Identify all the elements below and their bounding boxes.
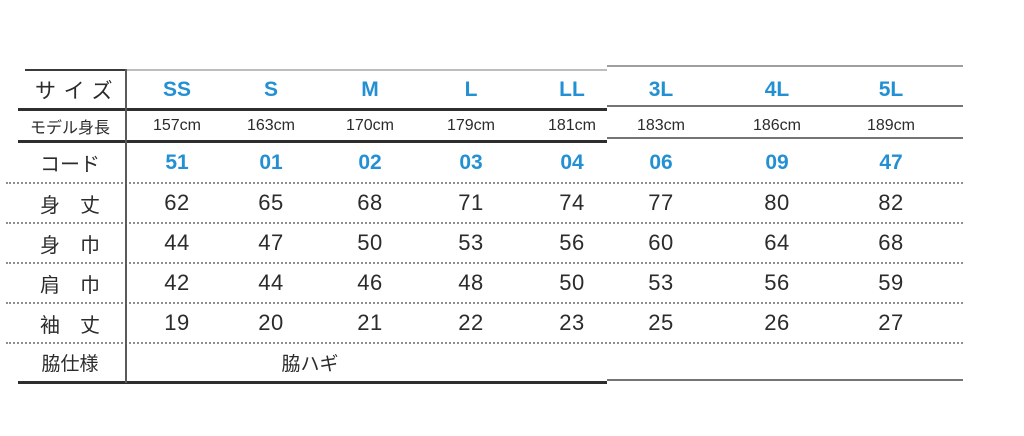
model-height-rule-main	[18, 140, 607, 143]
body-width-label: 身 巾	[40, 234, 100, 257]
table-border-top-label	[25, 69, 126, 71]
sleeve-length-value: 26	[764, 310, 790, 335]
body-length-value: 82	[878, 190, 904, 215]
table-border-top-extended	[607, 65, 963, 67]
size-header-s: S	[263, 78, 278, 101]
body-length-value: 62	[164, 190, 190, 215]
row-size-header: サイズ SS S M L LL 3L 4L 5L	[0, 70, 1024, 110]
dotted-separator	[6, 302, 963, 304]
dotted-separator	[6, 342, 963, 344]
shoulder-width-value: 59	[878, 270, 904, 295]
code-value: 47	[879, 150, 903, 174]
size-header-4l: 4L	[764, 78, 790, 101]
model-height-rule-extended	[607, 137, 963, 139]
dotted-separator	[6, 182, 963, 184]
shoulder-width-value: 44	[258, 270, 284, 295]
body-width-value: 47	[258, 230, 284, 255]
body-width-value: 60	[648, 230, 674, 255]
sleeve-length-value: 25	[648, 310, 674, 335]
row-shoulder-width: 肩 巾 42 44 46 48 50 53 56 59	[0, 263, 1024, 303]
body-width-value: 64	[764, 230, 790, 255]
shoulder-width-value: 42	[164, 270, 190, 295]
sleeve-length-value: 27	[878, 310, 904, 335]
code-value: 04	[560, 150, 584, 174]
model-height-label: モデル身長	[29, 120, 110, 137]
body-width-value: 44	[164, 230, 190, 255]
model-height-value: 183cm	[636, 117, 686, 134]
size-header-ss: SS	[162, 78, 191, 101]
row-side-spec: 脇仕様 脇ハギ	[0, 343, 1024, 382]
body-width-value: 56	[559, 230, 585, 255]
row-model-height: モデル身長 157cm 163cm 170cm 179cm 181cm 183c…	[0, 110, 1024, 142]
body-length-value: 74	[559, 190, 585, 215]
code-label: コード	[40, 154, 100, 176]
row-body-width: 身 巾 44 47 50 53 56 60 64 68	[0, 223, 1024, 263]
table-border-top-main	[126, 69, 607, 71]
sleeve-length-value: 19	[164, 310, 190, 335]
body-width-value: 53	[458, 230, 484, 255]
model-height-value: 179cm	[446, 117, 496, 134]
size-header-l: L	[464, 78, 478, 101]
size-header-ll: LL	[559, 78, 585, 101]
code-value: 03	[459, 150, 483, 174]
model-height-value: 163cm	[246, 117, 296, 134]
shoulder-width-label: 肩 巾	[40, 274, 100, 297]
header-rule-extended	[607, 105, 963, 107]
shoulder-width-value: 56	[764, 270, 790, 295]
sleeve-length-label: 袖 丈	[40, 314, 100, 337]
dotted-separator	[6, 262, 963, 264]
shoulder-width-value: 48	[458, 270, 484, 295]
body-length-value: 80	[764, 190, 790, 215]
body-length-value: 68	[357, 190, 383, 215]
row-code: コード 51 01 02 03 04 06 09 47	[0, 142, 1024, 183]
size-header-5l: 5L	[878, 78, 904, 101]
row-body-length: 身 丈 62 65 68 71 74 77 80 82	[0, 183, 1024, 223]
sleeve-length-value: 22	[458, 310, 484, 335]
body-length-value: 65	[258, 190, 284, 215]
table-border-bottom-main	[18, 381, 607, 384]
body-width-value: 50	[357, 230, 383, 255]
label-column-divider	[125, 69, 127, 383]
side-spec-label: 脇仕様	[41, 354, 99, 375]
sleeve-length-value: 23	[559, 310, 585, 335]
code-value: 01	[259, 150, 283, 174]
body-length-label: 身 丈	[40, 194, 100, 217]
body-width-value: 68	[878, 230, 904, 255]
size-row-label: サイズ	[35, 80, 121, 103]
header-rule-main	[18, 108, 607, 111]
code-value: 09	[765, 150, 789, 174]
model-height-value: 170cm	[345, 117, 395, 134]
sleeve-length-value: 20	[258, 310, 284, 335]
side-spec-value: 脇ハギ	[281, 354, 339, 375]
table-border-bottom-extended	[607, 379, 963, 381]
dotted-separator	[6, 222, 963, 224]
code-value: 51	[165, 150, 189, 174]
model-height-value: 181cm	[547, 117, 597, 134]
size-header-m: M	[361, 78, 379, 101]
sleeve-length-value: 21	[357, 310, 383, 335]
code-value: 02	[358, 150, 382, 174]
model-height-value: 189cm	[866, 117, 916, 134]
body-length-value: 71	[458, 190, 484, 215]
model-height-value: 157cm	[152, 117, 202, 134]
row-sleeve-length: 袖 丈 19 20 21 22 23 25 26 27	[0, 303, 1024, 343]
body-length-value: 77	[648, 190, 674, 215]
model-height-value: 186cm	[752, 117, 802, 134]
size-header-3l: 3L	[648, 78, 674, 101]
shoulder-width-value: 53	[648, 270, 674, 295]
shoulder-width-value: 46	[357, 270, 383, 295]
code-value: 06	[649, 150, 673, 174]
shoulder-width-value: 50	[559, 270, 585, 295]
